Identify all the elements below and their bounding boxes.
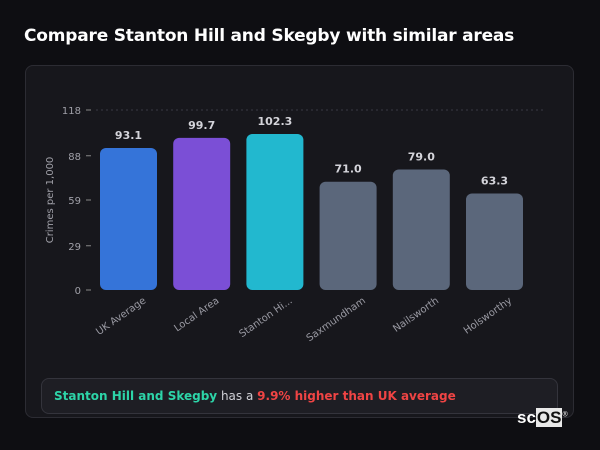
summary-diff: 9.9% higher than UK average [257, 389, 456, 403]
bar-local-area [173, 137, 231, 290]
value-label: 79.0 [408, 150, 435, 163]
bar-stanton-hi- [246, 133, 304, 290]
summary-text: has a [217, 389, 258, 403]
value-label: 63.3 [481, 174, 508, 187]
x-tick-label: Saxmundham [305, 295, 368, 344]
bar-saxmundham [319, 181, 377, 290]
y-axis-label: Crimes per 1,000 [45, 157, 56, 244]
value-label: 102.3 [258, 115, 293, 128]
x-tick-label: Local Area [172, 295, 221, 334]
x-tick-label: Nailsworth [391, 295, 441, 334]
bar-nailsworth [392, 169, 450, 290]
bar-uk-average [100, 147, 157, 290]
scos-logo: scOS® [517, 408, 568, 427]
value-label: 93.1 [115, 129, 142, 142]
summary-box: Stanton Hill and Skegby has a 9.9% highe… [41, 378, 558, 414]
value-label: 99.7 [188, 119, 215, 132]
bar-holsworthy [466, 193, 523, 290]
summary-area: Stanton Hill and Skegby [54, 389, 218, 403]
y-tick-label: 0 [75, 286, 81, 297]
y-tick-label: 29 [68, 242, 81, 253]
y-tick-label: 118 [62, 106, 81, 117]
x-tick-label: Holsworthy [462, 295, 514, 336]
x-tick-label: UK Average [94, 295, 148, 337]
page-title: Compare Stanton Hill and Skegby with sim… [24, 26, 515, 46]
y-tick-label: 88 [68, 152, 81, 163]
y-tick-label: 59 [68, 196, 81, 207]
x-tick-label: Stanton Hi... [237, 295, 294, 340]
value-label: 71.0 [335, 163, 362, 176]
